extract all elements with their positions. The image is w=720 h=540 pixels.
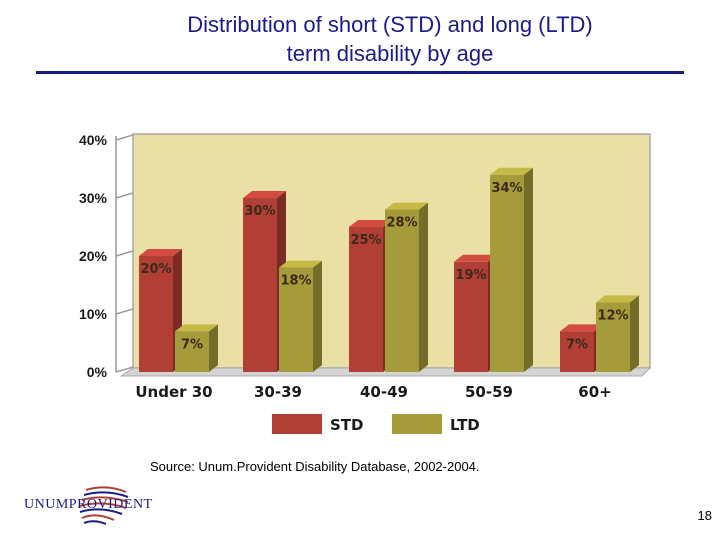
bar-ltd [490,174,524,372]
bar-side [524,167,533,372]
bar-std [454,261,488,372]
data-label: 12% [597,308,628,323]
y-gridline [115,134,134,141]
y-gridline [115,308,134,315]
legend-label-ltd: LTD [450,416,480,434]
y-tick-label: 30% [79,190,108,206]
bar-top [596,295,639,303]
data-label: 30% [244,204,275,219]
y-gridline [115,366,134,373]
logo-text: UNUMPROVIDENT [24,497,153,512]
source-note: Source: Unum.Provident Disability Databa… [150,459,480,474]
bar-std [139,256,173,372]
flag-icon [79,486,129,525]
data-label: 34% [491,181,522,196]
bar-top [490,167,533,175]
bar-side [209,324,218,372]
y-tick-label: 0% [87,364,108,380]
data-label: 7% [566,337,588,352]
bar-top [175,324,218,332]
data-label: 20% [140,262,171,277]
bar-std [349,227,383,372]
y-tick-label: 20% [79,248,108,264]
page-title: Distribution of short (STD) and long (LT… [0,10,720,68]
bar-top [279,260,322,268]
title-divider [36,71,684,74]
data-label: 18% [280,274,311,289]
data-label: 25% [350,233,381,248]
y-tick-label: 10% [79,306,108,322]
bar-side [313,260,322,372]
bar-ltd [279,267,313,372]
y-tick-label: 40% [79,132,108,148]
bar-top [349,220,392,227]
bar-top [243,191,286,198]
x-tick-label: 30-39 [254,383,302,401]
bar-ltd [596,302,630,372]
bar-std [243,198,277,372]
unum-provident-logo: UNUMPROVIDENT [24,484,152,528]
title-line-2: term disability by age [286,41,494,66]
data-label: 7% [181,337,203,352]
legend-swatch-ltd [392,414,442,434]
title-line-1: Distribution of short (STD) and long (LT… [187,12,593,37]
data-label: 19% [455,268,486,283]
bar-ltd [175,331,209,372]
bar-ltd [385,209,419,372]
bar-top [385,202,428,210]
x-tick-label: 60+ [578,383,611,401]
bar-top [560,324,603,332]
page-number: 18 [697,508,712,523]
data-label: 28% [386,216,417,231]
y-gridline [115,192,134,199]
bar-top [454,254,497,262]
bar-top [139,249,182,256]
y-gridline [115,250,134,257]
bar-std [560,331,594,372]
legend-label-std: STD [330,416,364,434]
bar-side [419,202,428,372]
bar-side [630,295,639,372]
x-tick-label: 40-49 [360,383,408,401]
x-tick-label: Under 30 [135,383,212,401]
legend-swatch-std [272,414,322,434]
x-tick-label: 50-59 [465,383,513,401]
